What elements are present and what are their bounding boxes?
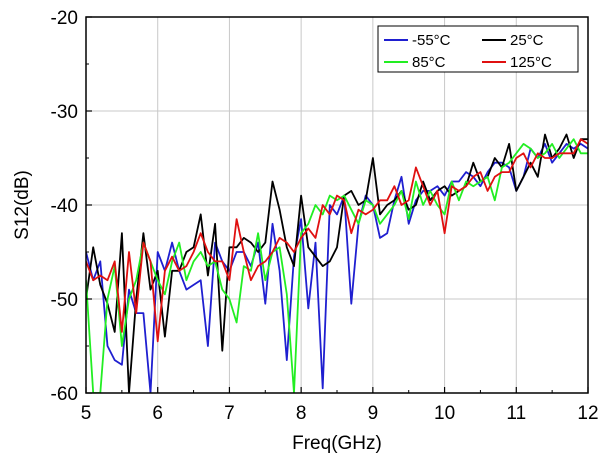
series-line-0 <box>86 142 588 393</box>
legend-label-3: 125°C <box>510 54 552 71</box>
y-tick-label: -40 <box>51 196 78 217</box>
y-tick-label: -50 <box>51 290 78 311</box>
y-tick-label: -20 <box>51 8 78 29</box>
legend-box <box>377 25 579 73</box>
legend-label-1: 25°C <box>510 32 544 49</box>
y-tick-label: -30 <box>51 102 78 123</box>
x-tick-label: 6 <box>152 403 163 424</box>
x-tick-label: 8 <box>296 403 307 424</box>
x-tick-label: 5 <box>81 403 92 424</box>
y-tick-labels: -20 -30 -40 -50 -60 <box>51 8 78 405</box>
y-tick-label: -60 <box>51 384 78 405</box>
legend-label-2: 85°C <box>412 54 446 71</box>
x-tick-label: 10 <box>434 403 455 424</box>
series-line-3 <box>86 138 588 343</box>
x-tick-label: 7 <box>224 403 235 424</box>
x-tick-label: 11 <box>506 403 526 424</box>
legend-label-0: -55°C <box>412 32 451 49</box>
series-layer <box>86 133 588 393</box>
legend: -55°C 25°C 85°C 125°C <box>377 25 579 73</box>
y-axis-title: S12(dB) <box>12 170 33 240</box>
series-line-1 <box>86 133 588 393</box>
x-tick-label: 12 <box>577 403 598 424</box>
tick-marks <box>85 16 589 394</box>
x-tick-labels: 5 6 7 8 9 10 11 12 <box>81 403 599 424</box>
x-axis-title: Freq(GHz) <box>292 433 382 454</box>
x-tick-label: 9 <box>368 403 379 424</box>
series-line-2 <box>86 138 588 393</box>
